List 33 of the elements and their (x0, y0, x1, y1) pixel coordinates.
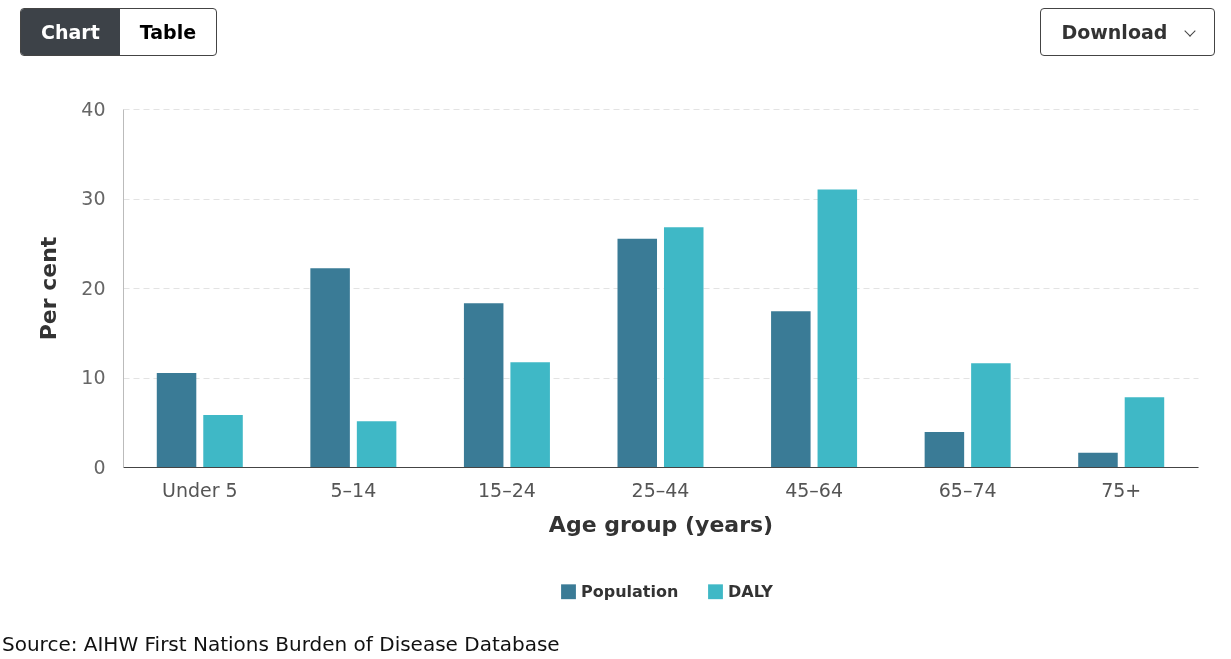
bar (617, 238, 658, 467)
bar (156, 373, 197, 467)
bar (1078, 452, 1118, 467)
y-axis-title: Per cent (36, 236, 62, 341)
bar (463, 303, 504, 467)
view-toggle: Chart Table (20, 8, 218, 56)
download-button: Download (1040, 8, 1215, 56)
bar (203, 415, 243, 467)
source-note: Source: AIHW First Nations Burden of Disease Database (2, 632, 560, 656)
x-axis-title: Age group (years) (548, 511, 774, 537)
x-tick-label: 45–64 (785, 478, 843, 501)
bar (817, 189, 858, 467)
bar (310, 268, 350, 467)
bar (356, 421, 397, 467)
x-tick-label: 65–74 (938, 478, 997, 501)
legend-label: DALY (728, 581, 774, 601)
bar (771, 311, 811, 467)
bar (1124, 397, 1165, 467)
y-tick-label: 30 (81, 187, 106, 209)
x-tick-label: 15–24 (478, 478, 536, 501)
x-tick-label: 25–44 (631, 478, 690, 501)
y-tick-label: 20 (81, 276, 106, 299)
bar (971, 363, 1011, 467)
bar (510, 362, 550, 467)
bar (924, 432, 965, 467)
legend-label: Population (581, 581, 679, 601)
x-tick-label: 5–14 (330, 478, 377, 501)
y-tick-label: 0 (93, 455, 106, 478)
y-tick-label: 10 (81, 366, 106, 388)
y-tick-label: 40 (81, 97, 106, 120)
x-tick-label: 75+ (1101, 478, 1142, 501)
bar (663, 227, 704, 467)
x-tick-label: Under 5 (161, 478, 238, 501)
